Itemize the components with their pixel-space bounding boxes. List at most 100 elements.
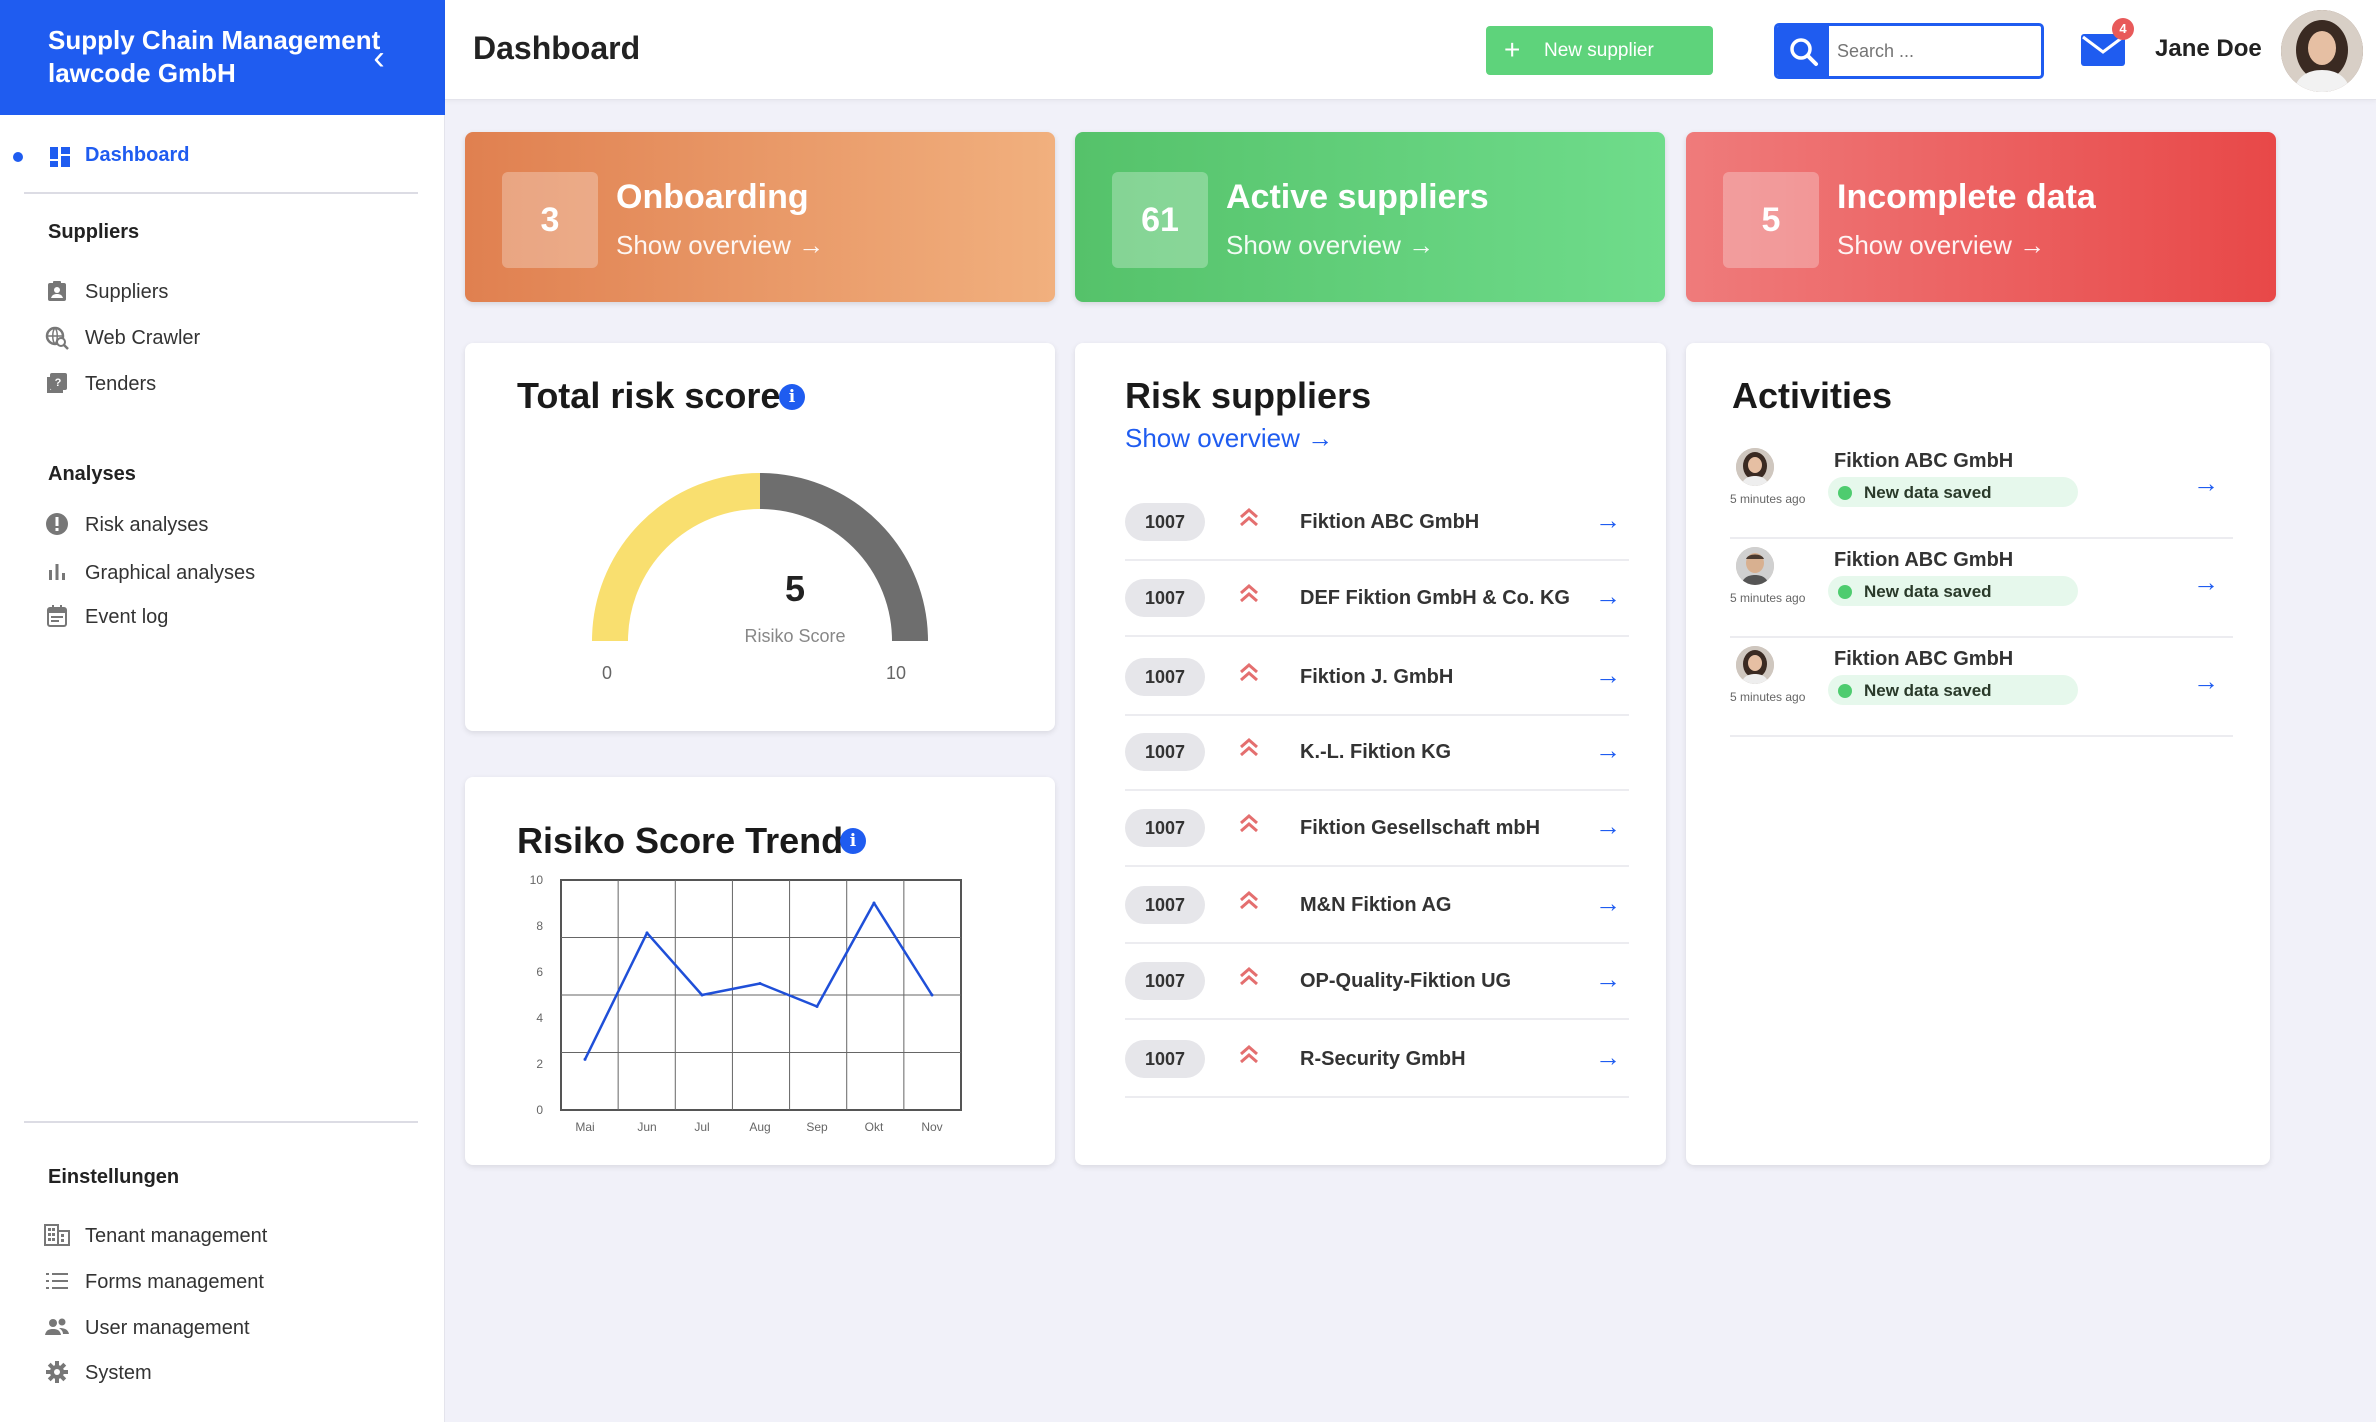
status-text: New data saved	[1864, 582, 1992, 601]
sidebar-item-tenders[interactable]: ? Tenders	[44, 368, 424, 400]
page-title: Dashboard	[473, 30, 641, 66]
search-button[interactable]	[1777, 26, 1829, 76]
data-point	[815, 1005, 819, 1008]
sidebar-item-web-crawler[interactable]: Web Crawler	[44, 322, 424, 354]
sidebar-item-forms-management[interactable]: Forms management	[44, 1266, 424, 1298]
sidebar-item-suppliers[interactable]: Suppliers	[44, 276, 424, 308]
risk-supplier-row[interactable]: 1007 K.-L. Fiktion KG →	[1125, 715, 1629, 791]
arrow-right-icon[interactable]: →	[1595, 735, 1621, 765]
info-icon[interactable]: i	[840, 828, 866, 854]
building-icon	[44, 1223, 70, 1249]
risk-supplier-row[interactable]: 1007 M&N Fiktion AG →	[1125, 868, 1629, 944]
new-supplier-button[interactable]: + New supplier	[1486, 26, 1713, 75]
arrow-right-icon[interactable]: →	[1595, 505, 1621, 535]
high-risk-chevron-icon	[1240, 738, 1258, 757]
warning-icon	[44, 512, 70, 538]
risk-score-trend-card: Risiko Score Trend i 0 2 4 6 8 10 Mai Jun Jul Aug…	[465, 777, 1055, 1165]
supplier-id-badge: 1007	[1125, 962, 1205, 1000]
arrow-right-icon[interactable]: →	[1595, 1042, 1621, 1072]
data-point	[700, 993, 704, 997]
stat-card-onboarding[interactable]: 3 Onboarding Show overview →	[465, 132, 1055, 302]
sidebar-item-label: Tenders	[85, 373, 157, 395]
high-risk-chevron-icon	[1240, 814, 1258, 833]
card-title: Risk suppliers	[1125, 375, 1372, 416]
sidebar-item-dashboard[interactable]: Dashboard	[0, 140, 445, 172]
supplier-name: R-Security GmbH	[1300, 1048, 1466, 1070]
new-supplier-label: New supplier	[1544, 40, 1654, 61]
y-tick-label: 4	[536, 1011, 543, 1025]
info-icon[interactable]: i	[779, 384, 805, 410]
sidebar-item-tenant-management[interactable]: Tenant management	[44, 1220, 424, 1252]
sidebar-item-system[interactable]: System	[44, 1357, 424, 1389]
sidebar-item-label: Suppliers	[85, 281, 169, 303]
web-search-icon	[44, 325, 70, 351]
arrow-right-icon[interactable]: →	[1595, 888, 1621, 918]
data-point	[758, 982, 762, 985]
show-overview-link[interactable]: Show overview →	[1226, 230, 1435, 260]
arrow-right-icon[interactable]: →	[2193, 567, 2219, 597]
gauge-min-label: 0	[602, 663, 613, 683]
search-icon	[1790, 38, 1818, 66]
search-input[interactable]	[1837, 26, 2037, 76]
svg-text:?: ?	[55, 377, 62, 389]
sidebar-item-label: Forms management	[85, 1271, 264, 1293]
mail-icon[interactable]	[2080, 32, 2126, 68]
arrow-right-icon[interactable]: →	[1595, 660, 1621, 690]
status-text: New data saved	[1864, 483, 1992, 502]
x-tick-label: Jul	[694, 1120, 709, 1134]
risk-gauge	[592, 473, 928, 642]
arrow-right-icon[interactable]: →	[1595, 811, 1621, 841]
data-point	[645, 931, 649, 935]
high-risk-chevron-icon	[1240, 1045, 1258, 1064]
activity-row[interactable]: 5 minutes ago Fiktion ABC GmbH New data sa…	[1730, 440, 2233, 539]
risk-supplier-row[interactable]: 1007 DEF Fiktion GmbH & Co. KG →	[1125, 561, 1629, 637]
arrow-right-icon[interactable]: →	[2193, 468, 2219, 498]
activity-row[interactable]: 5 minutes ago Fiktion ABC GmbH New data sa…	[1730, 539, 2233, 638]
brand-title: Supply Chain Management	[48, 25, 381, 55]
sidebar-item-label: User management	[85, 1317, 250, 1339]
risk-supplier-row[interactable]: 1007 Fiktion J. GmbH →	[1125, 640, 1629, 716]
show-overview-link[interactable]: Show overview →	[1125, 423, 1334, 453]
x-tick-label: Aug	[749, 1120, 770, 1134]
risk-supplier-row[interactable]: 1007 OP-Quality-Fiktion UG →	[1125, 944, 1629, 1020]
gauge-filled-arc	[592, 473, 761, 642]
avatar	[1736, 448, 1774, 486]
show-overview-link[interactable]: Show overview →	[1837, 230, 2046, 260]
risk-supplier-row[interactable]: 1007 R-Security GmbH →	[1125, 1022, 1629, 1098]
card-title: Risiko Score Trend	[517, 820, 844, 861]
arrow-right-icon[interactable]: →	[2193, 666, 2219, 696]
sidebar-item-risk-analyses[interactable]: Risk analyses	[44, 509, 424, 541]
high-risk-chevron-icon	[1240, 584, 1258, 603]
section-title-analyses: Analyses	[48, 463, 136, 485]
avatar[interactable]	[2281, 10, 2363, 92]
section-title-suppliers: Suppliers	[48, 221, 140, 243]
sidebar-item-user-management[interactable]: User management	[44, 1312, 424, 1344]
activity-row[interactable]: 5 minutes ago Fiktion ABC GmbH New data sa…	[1730, 638, 2233, 737]
status-badge: New data saved	[1828, 675, 2078, 705]
high-risk-chevron-icon	[1240, 891, 1258, 910]
activity-time: 5 minutes ago	[1730, 690, 1806, 704]
risk-supplier-row[interactable]: 1007 Fiktion Gesellschaft mbH →	[1125, 791, 1629, 867]
sidebar-item-label: Tenant management	[85, 1225, 268, 1247]
risk-supplier-row[interactable]: 1007 Fiktion ABC GmbH →	[1125, 485, 1629, 561]
x-tick-label: Jun	[637, 1120, 656, 1134]
stat-card-incomplete-data[interactable]: 5 Incomplete data Show overview →	[1686, 132, 2276, 302]
arrow-right-icon[interactable]: →	[1595, 964, 1621, 994]
sidebar-item-label: Event log	[85, 606, 169, 628]
total-risk-score-card: Total risk score i 5 Risiko Score 0 10	[465, 343, 1055, 731]
data-point	[930, 993, 934, 997]
stat-title: Onboarding	[616, 178, 809, 216]
brand-header: Supply Chain Management lawcode GmbH ‹	[0, 0, 445, 115]
gear-icon	[44, 1360, 70, 1386]
card-title: Activities	[1732, 375, 1893, 416]
section-title-einstellungen: Einstellungen	[48, 1166, 180, 1188]
collapse-sidebar-icon[interactable]: ‹	[373, 39, 385, 77]
show-overview-link[interactable]: Show overview →	[616, 230, 825, 260]
y-tick-label: 6	[536, 965, 543, 979]
supplier-id-badge: 1007	[1125, 579, 1205, 617]
stat-card-active-suppliers[interactable]: 61 Active suppliers Show overview →	[1075, 132, 1665, 302]
sidebar-item-event-log[interactable]: Event log	[44, 601, 424, 633]
user-name[interactable]: Jane Doe	[2155, 35, 2262, 62]
sidebar-item-graphical-analyses[interactable]: Graphical analyses	[44, 557, 424, 589]
arrow-right-icon[interactable]: →	[1595, 581, 1621, 611]
